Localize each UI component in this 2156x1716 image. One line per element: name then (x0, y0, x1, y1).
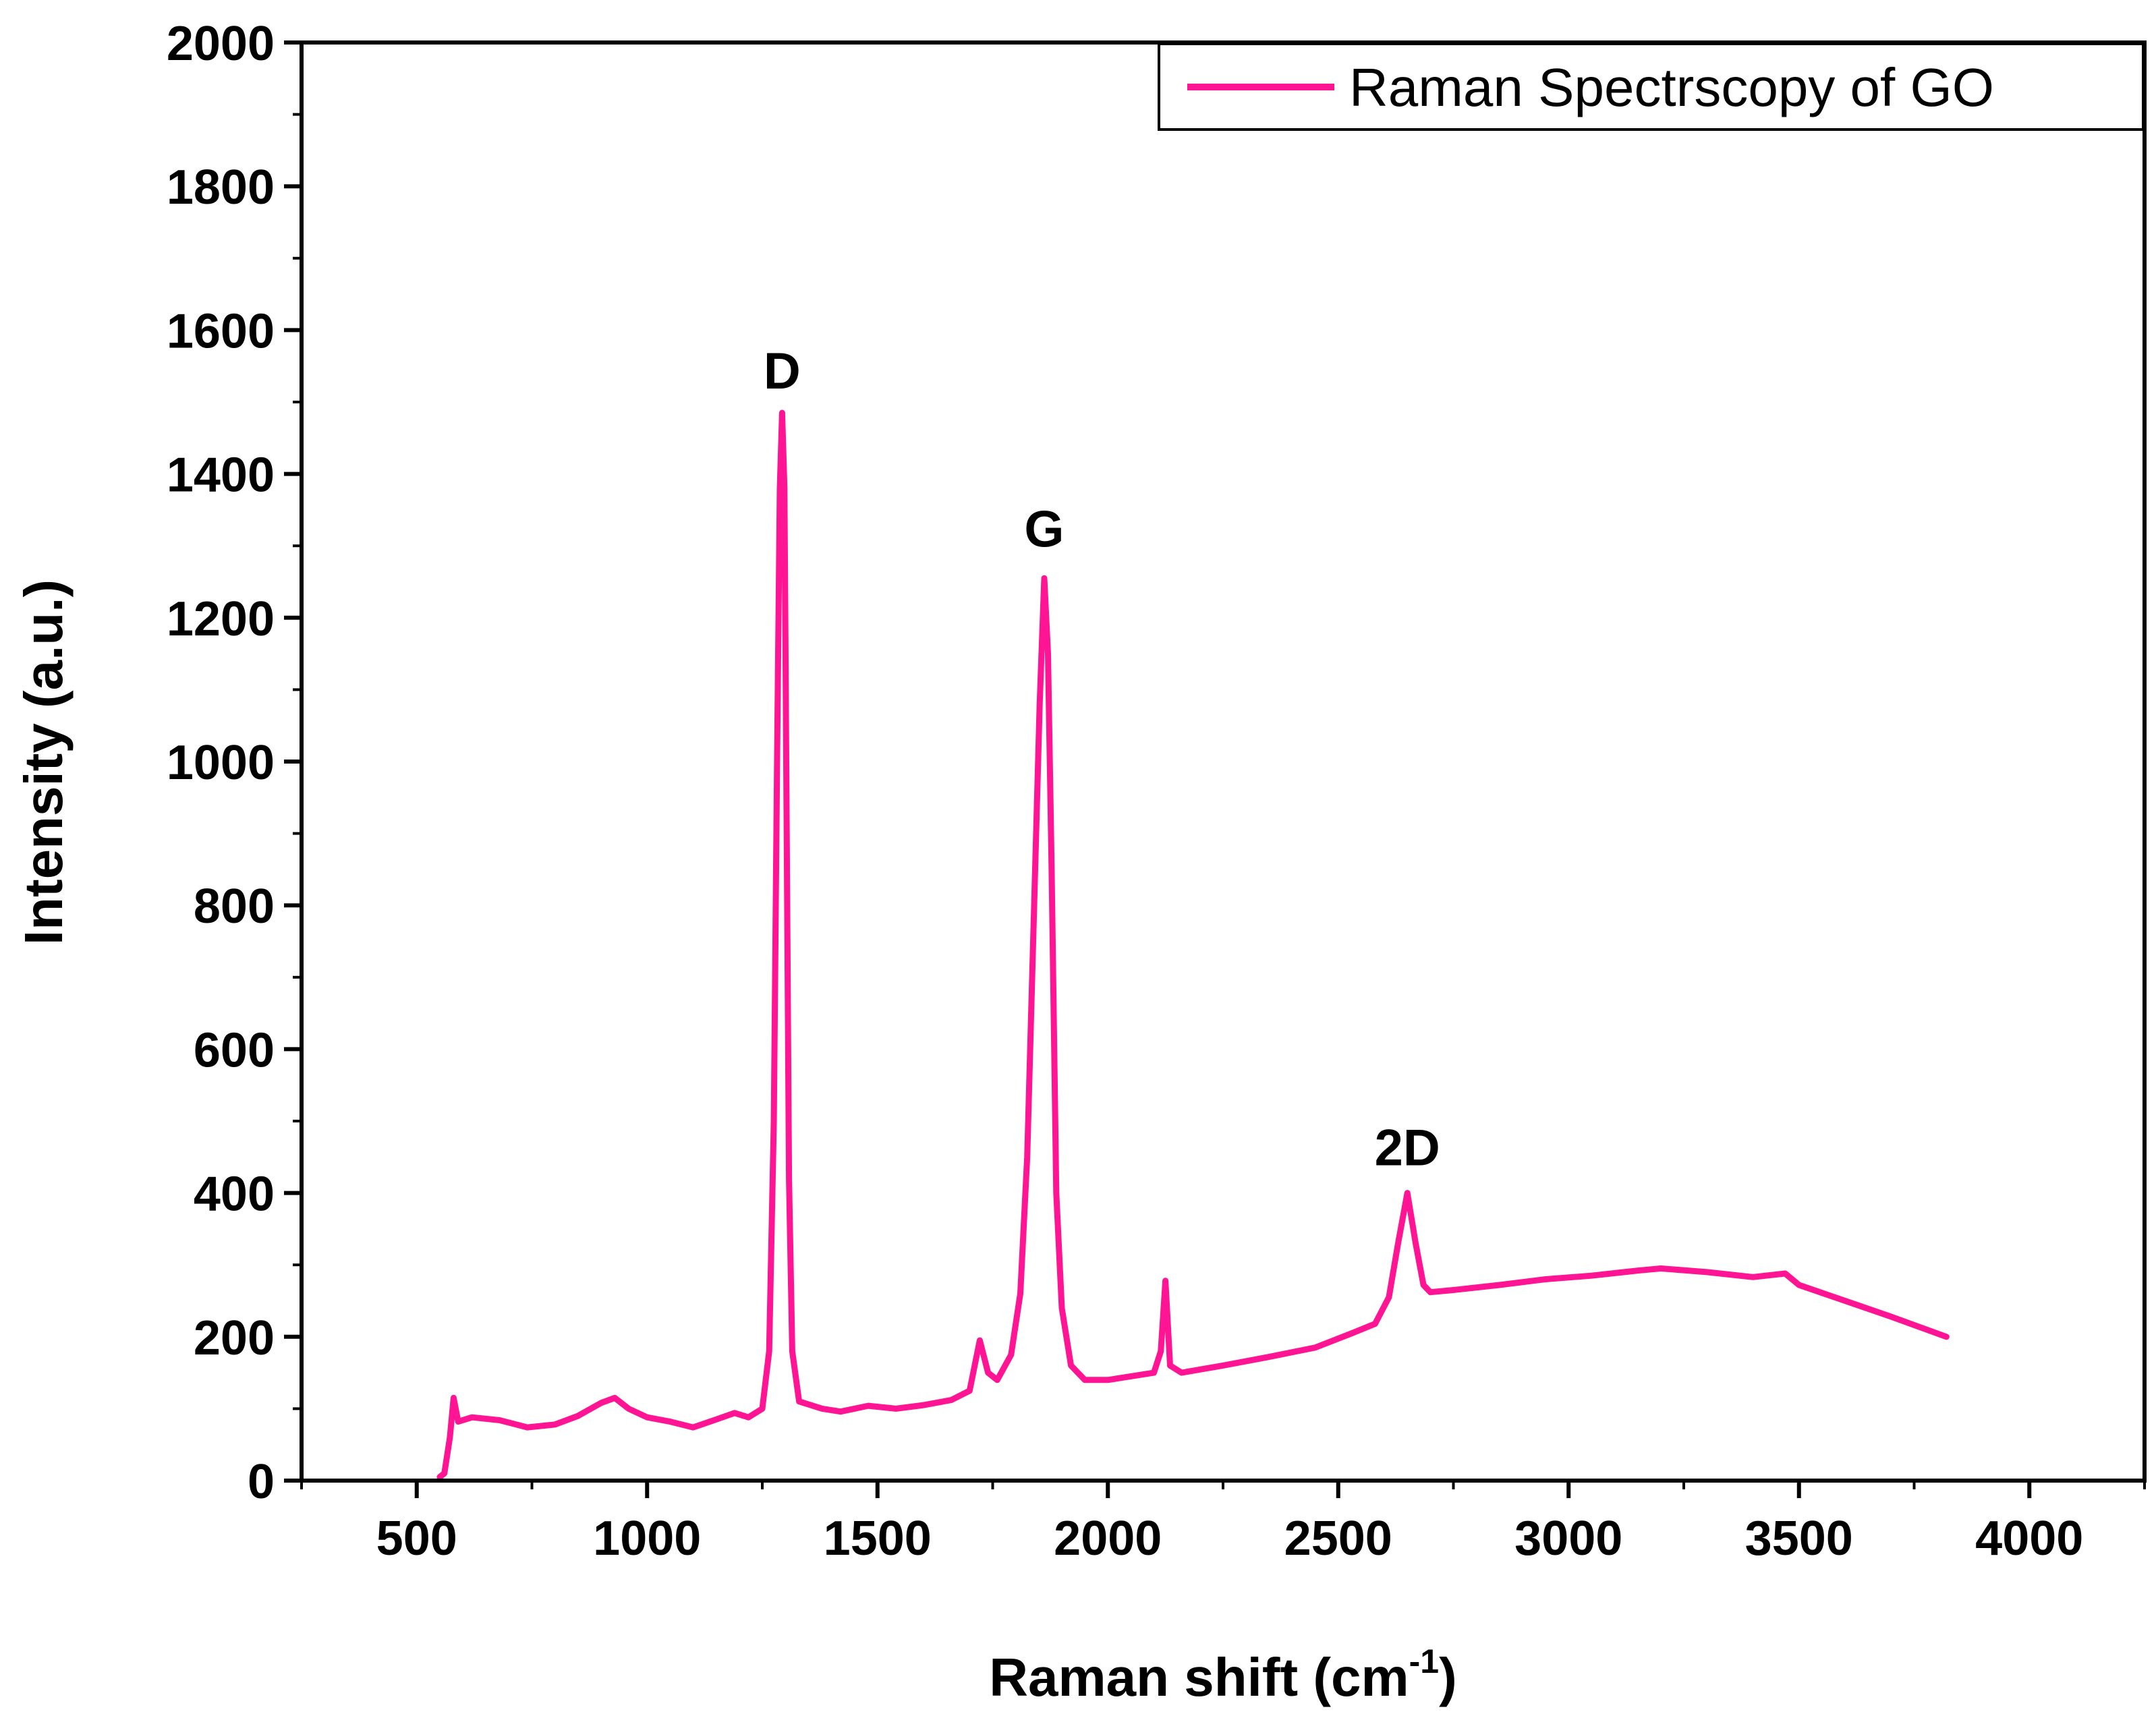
x-tick-label: 1500 (824, 1512, 932, 1566)
peak-label: 2D (1375, 1119, 1440, 1176)
x-tick-label: 2000 (1054, 1512, 1162, 1566)
x-tick-label: 1000 (593, 1512, 701, 1566)
y-tick-label: 400 (194, 1168, 275, 1222)
x-tick-label: 3000 (1514, 1512, 1622, 1566)
peak-label: D (764, 343, 801, 400)
y-tick-label: 600 (194, 1023, 275, 1077)
x-tick-label: 4000 (1975, 1512, 2083, 1566)
y-tick-label: 800 (194, 880, 275, 934)
annotations-layer: D G 2D (764, 343, 1440, 1176)
x-axis-title: Raman shift (cm-1) (989, 1642, 1456, 1707)
y-axis-title: Intensity (a.u.) (13, 579, 74, 945)
y-tick-label: 1600 (167, 304, 275, 358)
x-tick-label: 3500 (1745, 1512, 1853, 1566)
y-tick-label: 0 (248, 1455, 275, 1509)
y-tick-label: 1800 (167, 161, 275, 214)
y-tick-label: 1200 (167, 592, 275, 646)
x-tick-label: 2500 (1284, 1512, 1392, 1566)
y-tick-label: 1400 (167, 449, 275, 503)
peak-label: G (1024, 501, 1064, 559)
x-tick-label: 500 (376, 1512, 457, 1566)
y-tick-label: 200 (194, 1311, 275, 1365)
y-tick-label: 2000 (167, 17, 275, 71)
series-line (436, 409, 1950, 1481)
y-tick-label: 1000 (167, 736, 275, 790)
legend: Raman Spectrscopy of GO (1158, 42, 2145, 131)
tick-labels-layer: 0 200 400 600 800 1000 1200 1400 1600 1800 2000 500… (167, 17, 2084, 1566)
legend-label: Raman Spectrscopy of GO (1349, 57, 1994, 117)
